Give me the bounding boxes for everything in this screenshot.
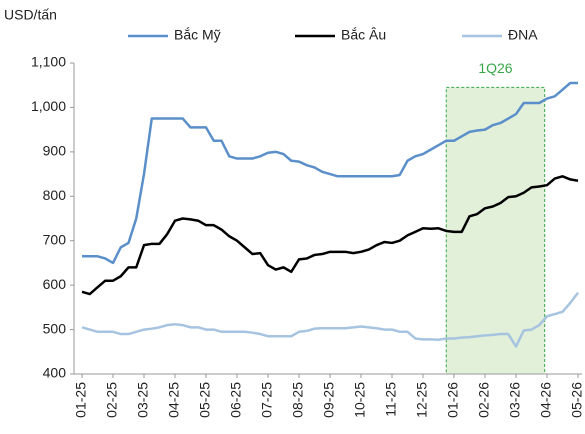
- x-tick-label: 08-25: [290, 382, 306, 418]
- y-tick-label: 1,100: [31, 54, 66, 70]
- x-tick-label: 04-26: [538, 382, 554, 418]
- series-line: [82, 81, 578, 265]
- y-tick-label: 800: [43, 187, 67, 203]
- y-tick-label: 1,000: [31, 98, 66, 114]
- x-tick-label: 09-25: [321, 382, 337, 418]
- x-tick-label: 07-25: [259, 382, 275, 418]
- x-tick-label: 11-25: [383, 382, 399, 417]
- y-tick-label: 500: [43, 320, 67, 336]
- highlight-label: 1Q26: [478, 60, 512, 76]
- x-tick-label: 05-26: [569, 382, 585, 418]
- y-tick-label: 700: [43, 231, 67, 247]
- series-line: [81, 291, 579, 348]
- y-tick-label: 400: [43, 365, 67, 381]
- x-tick-label: 01-26: [445, 382, 461, 418]
- x-tick-label: 03-25: [135, 382, 151, 418]
- y-axis-label: USD/tấn: [4, 7, 57, 23]
- x-tick-label: 04-25: [166, 382, 182, 418]
- x-tick-label: 06-25: [228, 382, 244, 418]
- x-tick-label: 03-26: [507, 382, 523, 418]
- legend-label: Bắc Âu: [341, 27, 386, 43]
- y-tick-label: 600: [43, 276, 67, 292]
- x-tick-label: 02-25: [104, 382, 120, 418]
- legend-label: ĐNA: [508, 27, 538, 43]
- series-line: [81, 175, 579, 296]
- x-tick-label: 01-25: [73, 382, 89, 418]
- x-tick-label: 02-26: [476, 382, 492, 418]
- x-tick-label: 05-25: [197, 382, 213, 418]
- legend-label: Bắc Mỹ: [174, 27, 221, 43]
- x-tick-label: 10-25: [352, 382, 368, 418]
- y-tick-label: 900: [43, 143, 67, 159]
- x-tick-label: 12-25: [414, 382, 430, 418]
